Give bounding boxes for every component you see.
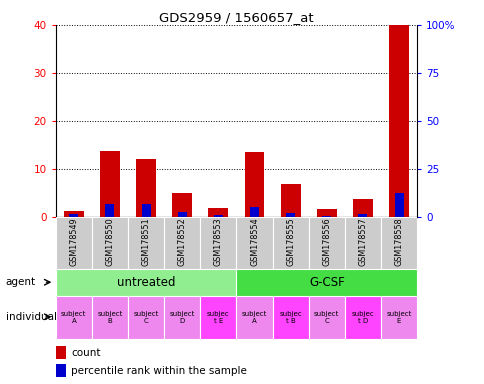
Bar <box>352 199 372 217</box>
Bar <box>388 25 408 217</box>
Text: agent: agent <box>6 277 36 287</box>
Bar <box>236 269 416 296</box>
Text: GSM178552: GSM178552 <box>177 217 186 266</box>
Bar <box>286 213 295 217</box>
Text: GSM178556: GSM178556 <box>321 217 331 266</box>
Bar <box>200 296 236 339</box>
Bar <box>64 211 84 217</box>
Bar <box>128 296 164 339</box>
Bar <box>164 296 200 339</box>
Text: GSM178558: GSM178558 <box>393 217 403 266</box>
Bar <box>92 217 128 269</box>
Bar <box>213 215 223 217</box>
Bar <box>316 209 336 217</box>
Text: percentile rank within the sample: percentile rank within the sample <box>71 366 246 376</box>
Bar <box>56 364 66 377</box>
Text: untreated: untreated <box>117 276 175 289</box>
Bar <box>272 217 308 269</box>
Bar <box>321 216 331 217</box>
Text: subject
E: subject E <box>386 311 411 324</box>
Text: subject
A: subject A <box>61 311 86 324</box>
Text: G-CSF: G-CSF <box>308 276 344 289</box>
Bar <box>56 269 236 296</box>
Text: GSM178557: GSM178557 <box>358 217 367 266</box>
Bar <box>344 217 380 269</box>
Text: subjec
t E: subjec t E <box>207 311 229 324</box>
Text: GSM178554: GSM178554 <box>249 217 258 266</box>
Bar <box>141 205 151 217</box>
Text: subject
C: subject C <box>133 311 158 324</box>
Title: GDS2959 / 1560657_at: GDS2959 / 1560657_at <box>159 11 313 24</box>
Text: individual: individual <box>6 312 57 322</box>
Bar <box>308 296 344 339</box>
Bar <box>164 217 200 269</box>
Bar <box>100 151 120 217</box>
Bar <box>272 296 308 339</box>
Bar <box>136 159 156 217</box>
Bar <box>380 296 416 339</box>
Text: subject
C: subject C <box>314 311 339 324</box>
Text: subjec
t D: subjec t D <box>351 311 374 324</box>
Bar <box>236 217 272 269</box>
Bar <box>280 184 300 217</box>
Bar <box>92 296 128 339</box>
Bar <box>208 209 228 217</box>
Text: subject
D: subject D <box>169 311 195 324</box>
Bar <box>308 217 344 269</box>
Text: GSM178555: GSM178555 <box>286 217 295 266</box>
Bar <box>56 296 92 339</box>
Bar <box>344 296 380 339</box>
Text: GSM178551: GSM178551 <box>141 217 151 266</box>
Bar <box>105 204 114 217</box>
Bar <box>56 346 66 359</box>
Bar <box>56 217 92 269</box>
Bar <box>200 217 236 269</box>
Bar <box>358 214 367 217</box>
Text: GSM178553: GSM178553 <box>213 217 223 266</box>
Text: subject
A: subject A <box>242 311 267 324</box>
Bar <box>128 217 164 269</box>
Text: count: count <box>71 348 100 358</box>
Text: GSM178549: GSM178549 <box>69 217 78 266</box>
Bar <box>69 214 78 217</box>
Text: subjec
t B: subjec t B <box>279 311 302 324</box>
Bar <box>172 193 192 217</box>
Bar <box>177 212 186 217</box>
Bar <box>236 296 272 339</box>
Bar <box>249 207 258 217</box>
Bar <box>244 152 264 217</box>
Bar <box>380 217 416 269</box>
Text: subject
B: subject B <box>97 311 122 324</box>
Text: GSM178550: GSM178550 <box>105 217 114 266</box>
Bar <box>393 193 403 217</box>
